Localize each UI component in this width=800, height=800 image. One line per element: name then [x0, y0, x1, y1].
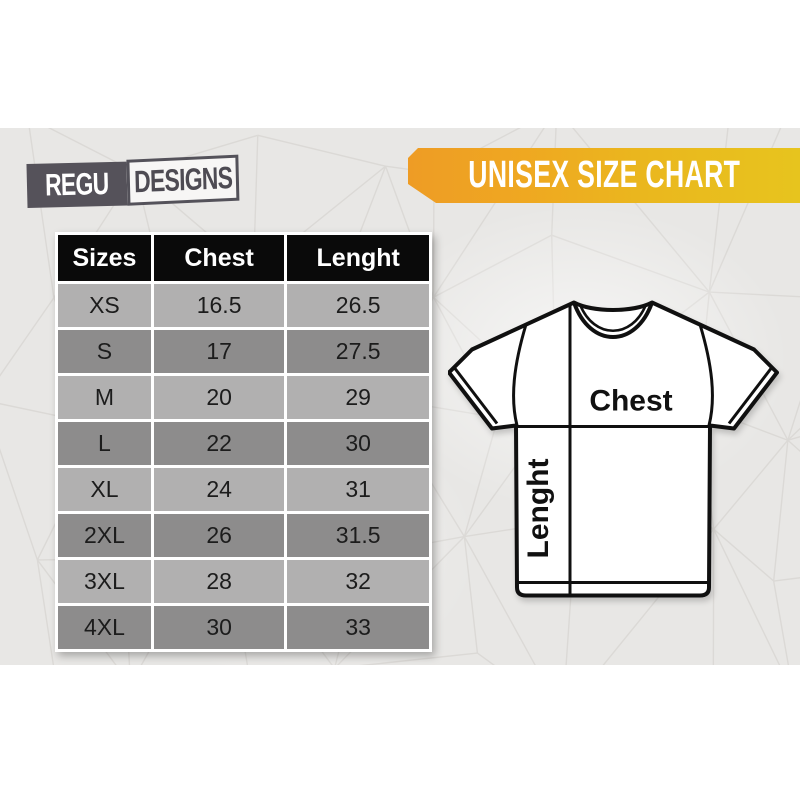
logo-designs-text: DESIGNS: [133, 159, 233, 200]
table-row: S 17 27.5: [58, 330, 429, 373]
size-cell: 2XL: [58, 514, 151, 557]
size-cell: XL: [58, 468, 151, 511]
length-label: Lenght: [522, 459, 555, 559]
chest-cell: 28: [153, 560, 285, 603]
table-row: XS 16.5 26.5: [58, 284, 429, 327]
column-header-length: Lenght: [287, 235, 429, 281]
size-chart-table: Sizes Chest Lenght XS 16.5 26.5 S 17 27.5 M 20 2…: [55, 232, 432, 652]
size-table-body: XS 16.5 26.5 S 17 27.5 M 20 29 L 22 30 XL 24 31 2XL 26 31…: [58, 284, 429, 649]
length-cell: 33: [287, 606, 429, 649]
length-cell: 27.5: [287, 330, 429, 373]
length-cell: 30: [287, 422, 429, 465]
title-banner: UNISEX SIZE CHART: [408, 148, 800, 203]
right-cuff-seam: [727, 367, 773, 425]
size-cell: L: [58, 422, 151, 465]
left-armhole-seam: [512, 324, 528, 426]
chest-cell: 26: [153, 514, 285, 557]
length-cell: 32: [287, 560, 429, 603]
length-cell: 29: [287, 376, 429, 419]
chest-label: Chest: [589, 385, 672, 418]
chest-cell: 17: [153, 330, 285, 373]
table-header-row: Sizes Chest Lenght: [58, 235, 429, 281]
collar-outer-arc: [572, 301, 654, 339]
size-cell: XS: [58, 284, 151, 327]
length-cell: 26.5: [287, 284, 429, 327]
tshirt-outline: [447, 300, 779, 598]
column-header-chest: Chest: [153, 235, 285, 281]
right-armhole-seam: [698, 324, 714, 426]
length-cell: 31.5: [287, 514, 429, 557]
size-cell: M: [58, 376, 151, 419]
brand-logo: REGU DESIGNS: [26, 154, 240, 208]
collar-inner-arc: [578, 304, 648, 332]
chest-cell: 22: [153, 422, 285, 465]
table-row: 2XL 26 31.5: [58, 514, 429, 557]
table-row: XL 24 31: [58, 468, 429, 511]
logo-designs-box: DESIGNS: [126, 154, 240, 206]
tshirt-svg: Chest Lenght: [447, 300, 779, 598]
size-cell: 4XL: [58, 606, 151, 649]
tshirt-diagram: Chest Lenght: [447, 292, 780, 608]
page-title: UNISEX SIZE CHART: [468, 154, 740, 196]
chest-cell: 30: [153, 606, 285, 649]
column-header-sizes: Sizes: [58, 235, 151, 281]
table-row: M 20 29: [58, 376, 429, 419]
logo-regu-box: REGU: [26, 161, 128, 208]
table-row: L 22 30: [58, 422, 429, 465]
table-row: 3XL 28 32: [58, 560, 429, 603]
size-cell: S: [58, 330, 151, 373]
logo-regu-text: REGU: [44, 166, 110, 203]
chest-cell: 20: [153, 376, 285, 419]
table-row: 4XL 30 33: [58, 606, 429, 649]
chest-cell: 16.5: [153, 284, 285, 327]
size-cell: 3XL: [58, 560, 151, 603]
length-cell: 31: [287, 468, 429, 511]
chest-cell: 24: [153, 468, 285, 511]
left-cuff-seam: [453, 367, 499, 425]
